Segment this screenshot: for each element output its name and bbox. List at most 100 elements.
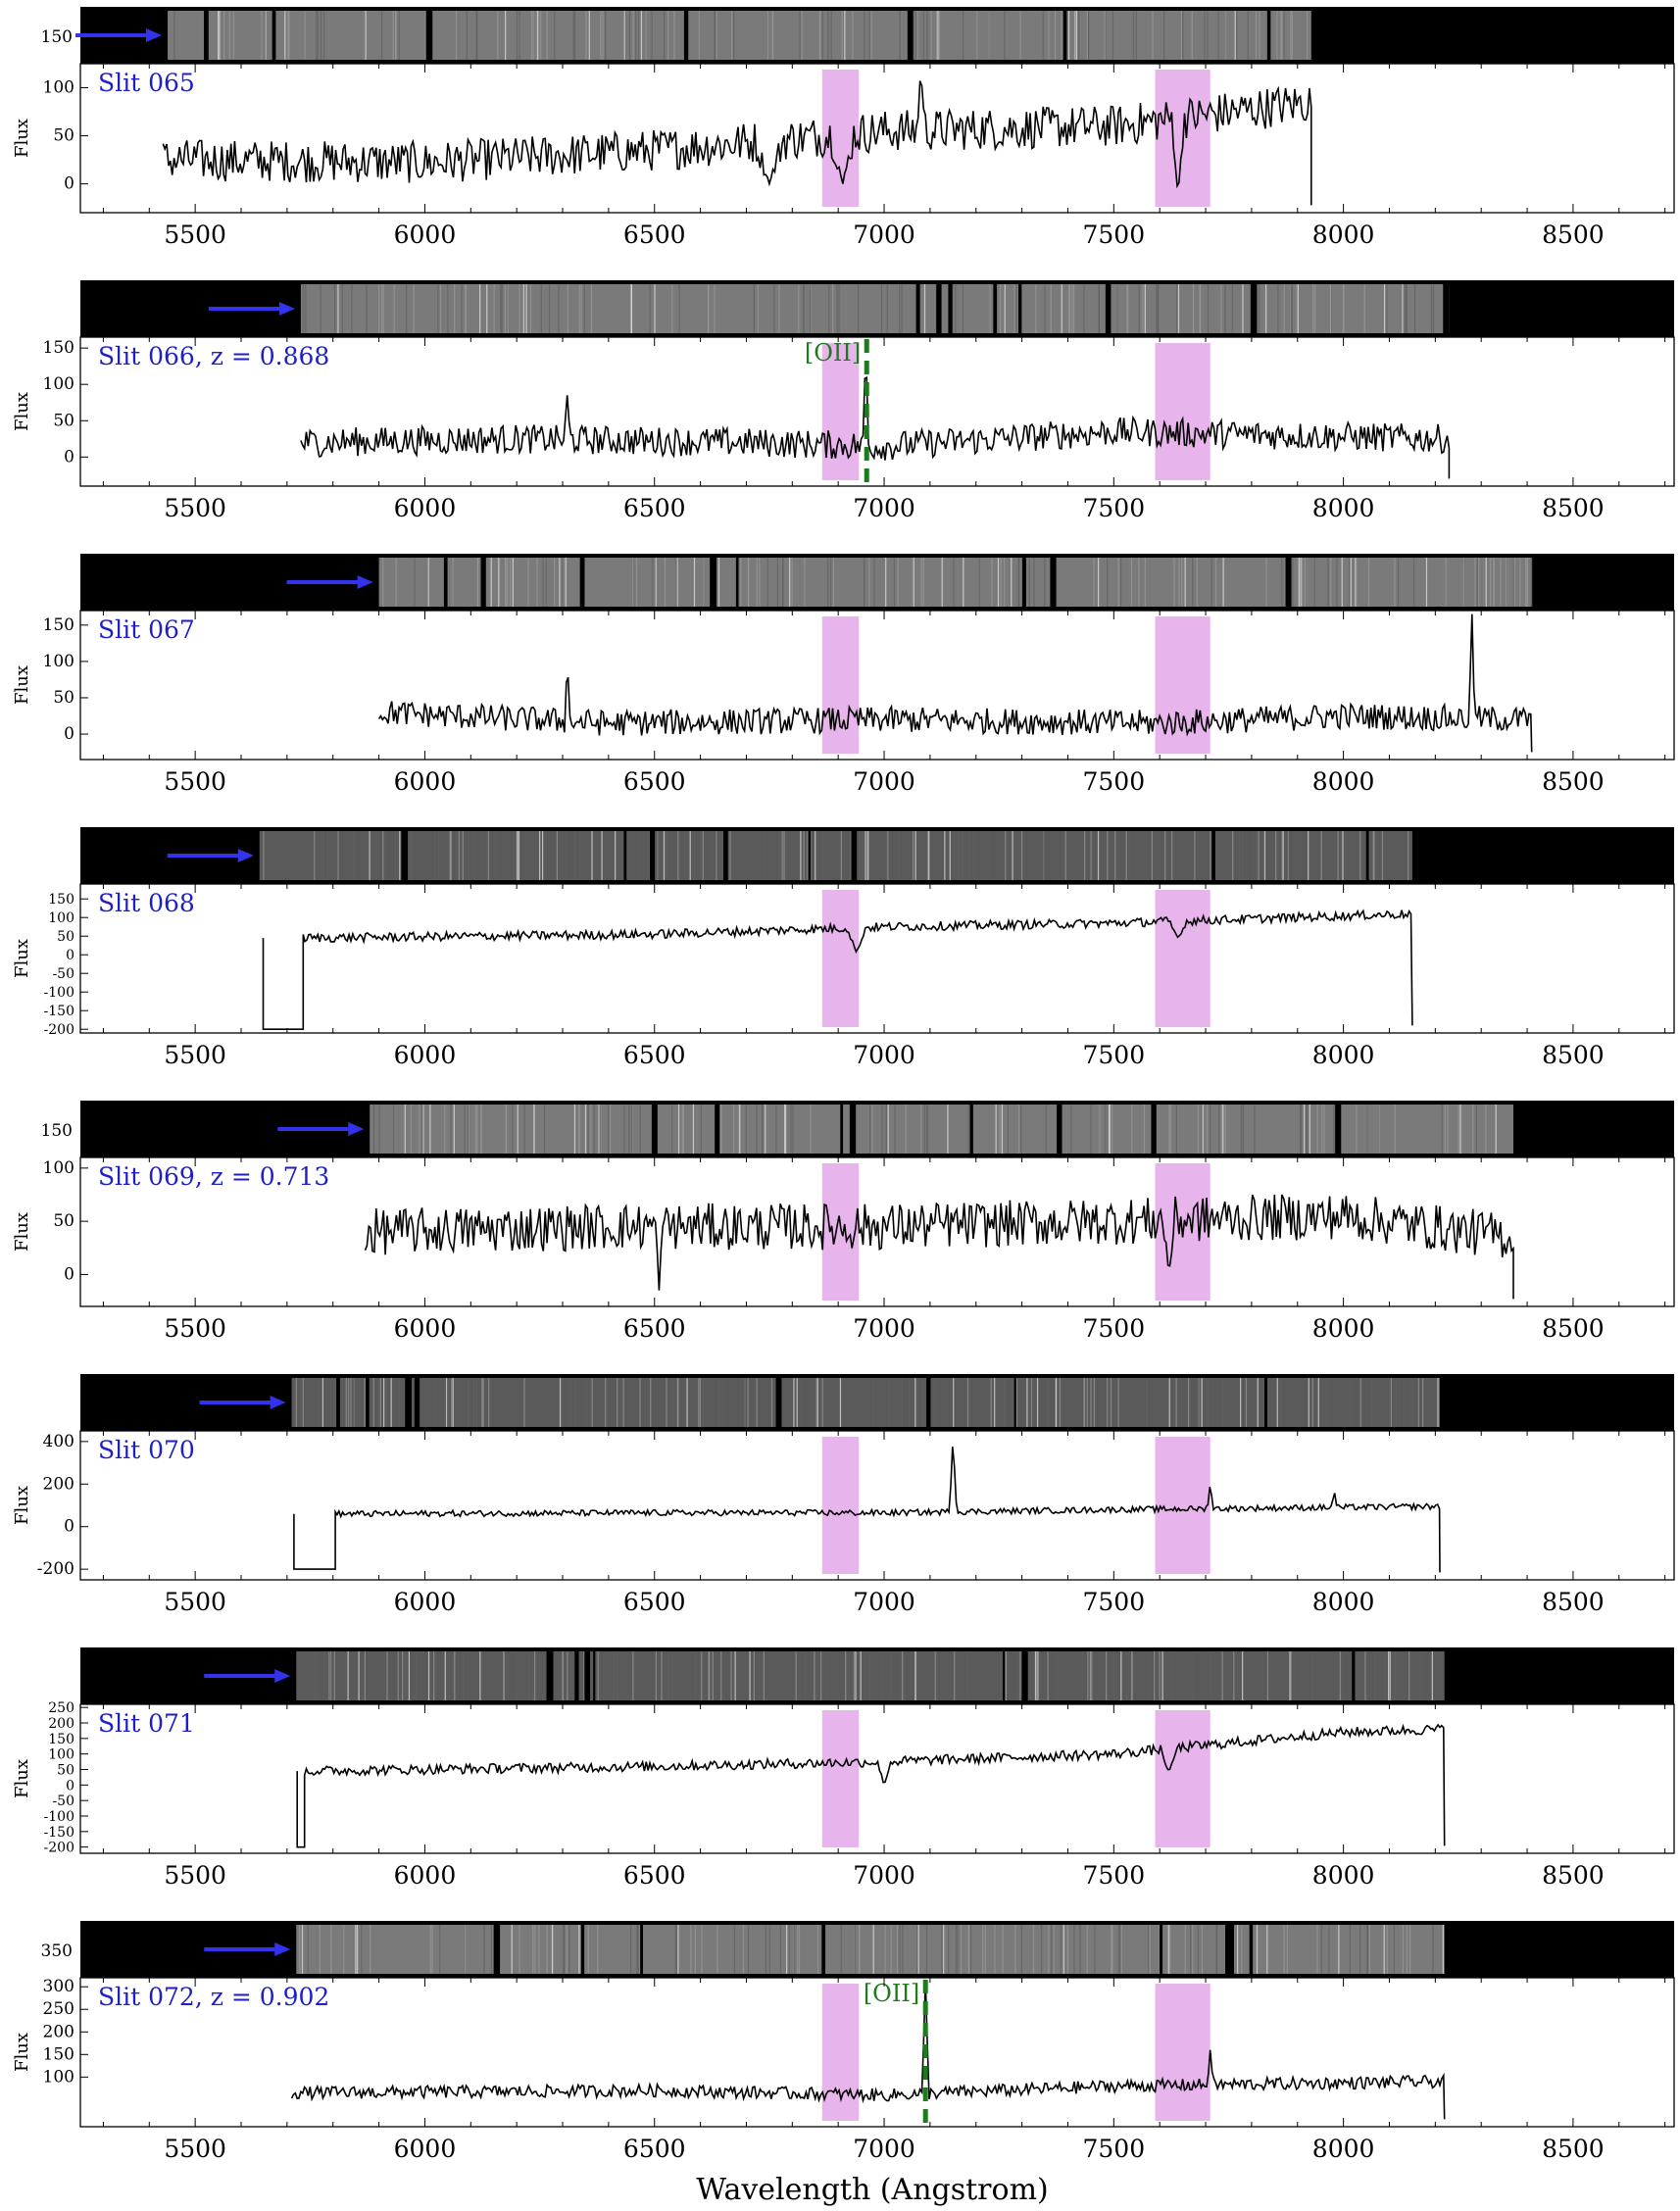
strip-column — [1131, 558, 1133, 607]
strip-column — [467, 1105, 469, 1154]
xtick-label: 7000 — [853, 1588, 915, 1616]
strip-column — [941, 1925, 943, 1974]
strip-column — [1338, 1925, 1340, 1974]
strip-column — [701, 1925, 703, 1974]
strip-column — [840, 1925, 842, 1974]
strip-column — [914, 11, 917, 60]
strip-column — [1364, 1651, 1366, 1700]
strip-column — [1164, 831, 1166, 880]
strip-column — [301, 1925, 304, 1974]
strip-column — [702, 831, 704, 880]
strip-column — [756, 558, 758, 607]
strip-column — [820, 1651, 822, 1700]
strip-column — [740, 1378, 742, 1427]
strip-column — [1266, 1651, 1269, 1700]
strip-column — [1000, 284, 1002, 333]
strip-column — [447, 284, 449, 333]
strip-column — [821, 831, 824, 880]
strip-column — [427, 558, 429, 607]
strip-column — [319, 1925, 321, 1974]
strip-column — [1302, 558, 1304, 607]
strip-column — [1312, 284, 1314, 333]
strip-column — [810, 284, 812, 333]
strip-column — [1413, 558, 1415, 607]
strip-column — [703, 558, 705, 607]
emission-line-label: [OII] — [864, 1980, 919, 2007]
strip-column — [785, 1105, 787, 1154]
strip-column — [1341, 1651, 1343, 1700]
strip-column — [1051, 1925, 1053, 1974]
strip-column — [1339, 1651, 1341, 1700]
strip-gap — [1211, 831, 1215, 880]
strip-column — [1225, 11, 1227, 60]
strip-column — [1181, 1378, 1183, 1427]
strip-column — [1304, 1105, 1306, 1154]
strip-column — [1311, 1378, 1313, 1427]
strip-column — [598, 1105, 600, 1154]
strip-column — [896, 1925, 899, 1974]
strip-column — [701, 1651, 703, 1700]
strip-column — [698, 11, 700, 60]
strip-column — [649, 284, 651, 333]
strip-column — [527, 1651, 529, 1700]
strip-column — [901, 1378, 903, 1427]
strip-column — [759, 558, 761, 607]
strip-column — [885, 558, 887, 607]
strip-column — [488, 1378, 490, 1427]
xtick-label: 8000 — [1312, 494, 1375, 522]
strip-column — [881, 1651, 883, 1700]
strip-column — [570, 1378, 572, 1427]
strip-column — [565, 558, 567, 607]
strip-column — [1217, 11, 1219, 60]
strip-column — [756, 1378, 758, 1427]
strip-column — [1258, 284, 1260, 333]
strip-column — [1367, 558, 1370, 607]
strip-column — [1363, 284, 1365, 333]
strip-column — [1441, 1105, 1443, 1154]
strip-column — [1402, 1925, 1404, 1974]
ytick-label: -100 — [44, 985, 74, 1001]
strip-gap — [683, 11, 689, 60]
ytick-label: 150 — [43, 2044, 74, 2064]
strip-column — [1180, 11, 1183, 60]
strip-column — [345, 1378, 347, 1427]
strip-column — [1182, 11, 1184, 60]
strip-column — [287, 11, 289, 60]
strip-column — [934, 1378, 936, 1427]
strip-column — [1215, 1925, 1218, 1974]
strip-column — [943, 1925, 945, 1974]
strip-column — [730, 1651, 732, 1700]
strip-column — [1240, 1105, 1242, 1154]
strip-column — [869, 1105, 871, 1154]
strip-column — [913, 11, 914, 60]
strip-column — [640, 11, 643, 60]
strip-column — [1030, 1378, 1032, 1427]
strip-column — [316, 11, 318, 60]
strip-column — [936, 1651, 938, 1700]
strip-column — [887, 831, 889, 880]
strip-column — [930, 11, 932, 60]
strip-column — [1117, 1925, 1120, 1974]
image-ytick-label: 150 — [41, 27, 73, 47]
strip-column — [1017, 1651, 1019, 1700]
strip-column — [1193, 284, 1195, 333]
strip-column — [228, 11, 230, 60]
strip-column — [1015, 1378, 1018, 1427]
ytick-label: 100 — [43, 652, 74, 671]
strip-column — [782, 558, 784, 607]
strip-column — [828, 284, 830, 333]
ytick-label: 250 — [48, 1700, 74, 1716]
strip-column — [1149, 1925, 1151, 1974]
strip-column — [530, 11, 533, 60]
strip-column — [302, 1378, 304, 1427]
strip-column — [543, 1105, 546, 1154]
strip-column — [1156, 284, 1158, 333]
strip-column — [786, 1925, 788, 1974]
strip-column — [1267, 1378, 1269, 1427]
strip-column — [694, 1651, 696, 1700]
strip-column — [914, 1378, 916, 1427]
strip-column — [1004, 284, 1006, 333]
strip-column — [1493, 558, 1495, 607]
strip-column — [476, 1105, 478, 1154]
